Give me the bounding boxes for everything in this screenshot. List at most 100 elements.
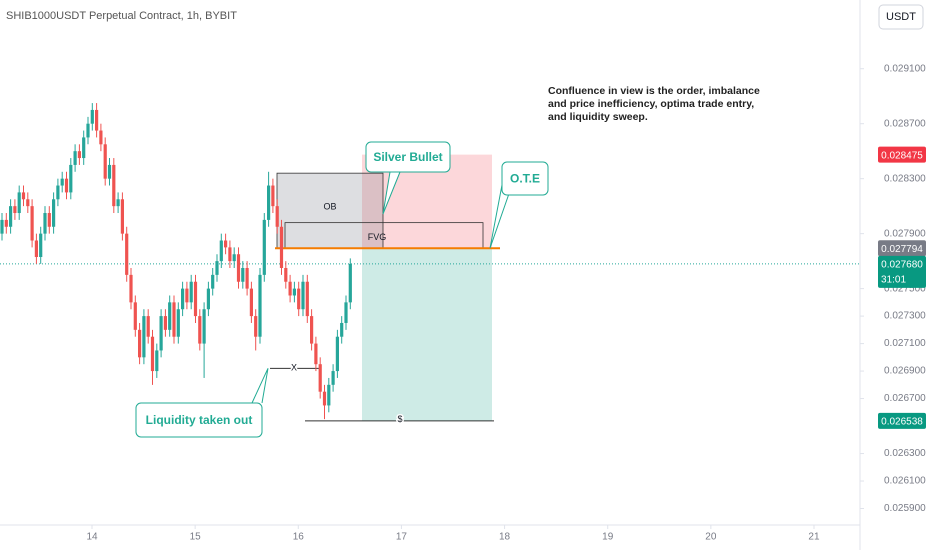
candle-body	[39, 233, 43, 258]
silver-bullet-text: Silver Bullet	[373, 150, 442, 164]
candle-body	[56, 185, 60, 200]
currency-label: USDT	[886, 11, 916, 23]
candle-body	[9, 206, 13, 227]
candle-body	[82, 137, 86, 159]
candle-body	[34, 240, 38, 258]
candle-body	[103, 144, 107, 179]
countdown-label: 31:01	[881, 275, 906, 286]
candle-body	[185, 288, 189, 303]
candle-body	[211, 274, 215, 289]
last-price-label: 0.027680	[881, 260, 923, 271]
candle-body	[219, 240, 223, 262]
y-tick-label: 0.026900	[884, 366, 926, 377]
candle-body	[120, 199, 124, 234]
candle-body	[4, 219, 8, 227]
last-price-tag	[878, 255, 926, 288]
y-tick-label: 0.026700	[884, 393, 926, 404]
candle-body	[47, 213, 51, 227]
stop-price-tag	[878, 146, 926, 163]
candle-body	[193, 281, 198, 317]
candle-body	[228, 247, 232, 262]
candle-body	[318, 364, 322, 392]
candle-body	[112, 164, 116, 207]
y-tick-label: 0.029100	[884, 63, 926, 74]
candle-body	[155, 350, 159, 372]
candle-body	[69, 164, 73, 193]
target-price-tag	[878, 412, 926, 429]
candle-body	[322, 391, 327, 406]
candle-body	[125, 233, 129, 275]
chart-title: SHIB1000USDT Perpetual Contract, 1h, BYB…	[6, 10, 237, 22]
candle-body	[254, 316, 258, 337]
candle-body	[245, 267, 249, 289]
candle-body	[86, 123, 90, 138]
silver-bullet-box	[365, 141, 451, 173]
candle-body	[305, 281, 309, 317]
candle-body	[275, 206, 279, 227]
x-tick-label: 19	[602, 532, 614, 543]
candle-body	[176, 309, 180, 337]
candle-body	[198, 316, 202, 344]
entry-price-label: 0.027794	[881, 244, 923, 255]
candle-body	[344, 302, 348, 323]
candle-body	[133, 302, 137, 330]
liquidity-box	[135, 402, 263, 438]
ob-box	[276, 172, 384, 249]
candle-body	[90, 109, 94, 124]
candle-body	[95, 109, 99, 131]
candle-body	[262, 219, 266, 275]
candle-body	[314, 343, 318, 365]
candle-body	[292, 288, 296, 296]
candle-body	[99, 130, 103, 145]
candle-body	[163, 316, 167, 330]
candle-body	[21, 192, 26, 200]
x-tick-label: 20	[705, 532, 717, 543]
silver-bullet-pointer	[382, 171, 401, 215]
y-tick-label: 0.027300	[884, 311, 926, 322]
candle-body	[159, 316, 163, 351]
ote-box	[501, 161, 549, 196]
candle-body	[331, 371, 335, 385]
candle-body	[301, 281, 305, 310]
candle-body	[335, 336, 339, 372]
candle-body	[206, 288, 210, 310]
liquidity-pointer	[251, 368, 269, 404]
y-tick-label: 0.027900	[884, 228, 926, 239]
candle-body	[181, 288, 185, 310]
candle-body	[73, 151, 77, 165]
candle-body	[129, 274, 133, 303]
y-tick-label: 0.026300	[884, 448, 926, 459]
candle-body	[26, 199, 30, 207]
candle-body	[142, 316, 146, 358]
ote-text: O.T.E	[510, 172, 540, 186]
candle-body	[202, 309, 206, 344]
target-marker: $	[397, 414, 402, 424]
reward-zone	[362, 248, 492, 421]
candle-body	[43, 213, 47, 234]
candle-body	[327, 384, 331, 406]
candle-body	[107, 164, 112, 179]
candle-body	[13, 206, 17, 214]
candle-body	[146, 316, 150, 337]
liquidity-text: Liquidity taken out	[146, 413, 253, 427]
currency-button[interactable]	[878, 4, 924, 30]
y-tick-label: 0.025900	[884, 503, 926, 514]
y-tick-label: 0.026100	[884, 476, 926, 487]
candle-body	[232, 254, 236, 262]
y-tick-label: 0.028700	[884, 118, 926, 129]
candle-body	[340, 322, 344, 337]
candle-body	[215, 261, 219, 275]
x-tick-label: 15	[190, 532, 202, 543]
candle-body	[279, 226, 284, 268]
confluence-text: Confluence in view is the order, imbalan…	[548, 85, 760, 97]
candle-body	[284, 267, 288, 282]
candle-body	[52, 199, 56, 227]
candle-body	[267, 185, 271, 220]
candle-body	[138, 329, 142, 358]
candle-body	[0, 219, 4, 234]
candle-body	[116, 199, 120, 207]
candle-body	[224, 240, 228, 248]
entry-price-tag	[878, 240, 926, 257]
candle-body	[172, 302, 176, 337]
